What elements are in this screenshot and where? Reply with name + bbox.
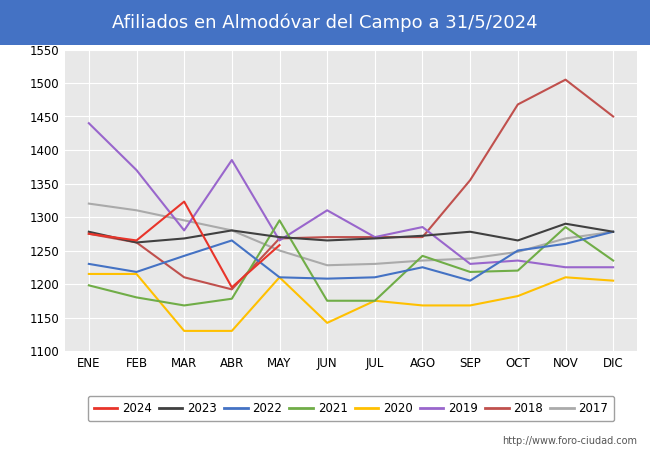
Legend: 2024, 2023, 2022, 2021, 2020, 2019, 2018, 2017: 2024, 2023, 2022, 2021, 2020, 2019, 2018… bbox=[88, 396, 614, 421]
Text: http://www.foro-ciudad.com: http://www.foro-ciudad.com bbox=[502, 436, 637, 446]
Text: Afiliados en Almodóvar del Campo a 31/5/2024: Afiliados en Almodóvar del Campo a 31/5/… bbox=[112, 13, 538, 32]
